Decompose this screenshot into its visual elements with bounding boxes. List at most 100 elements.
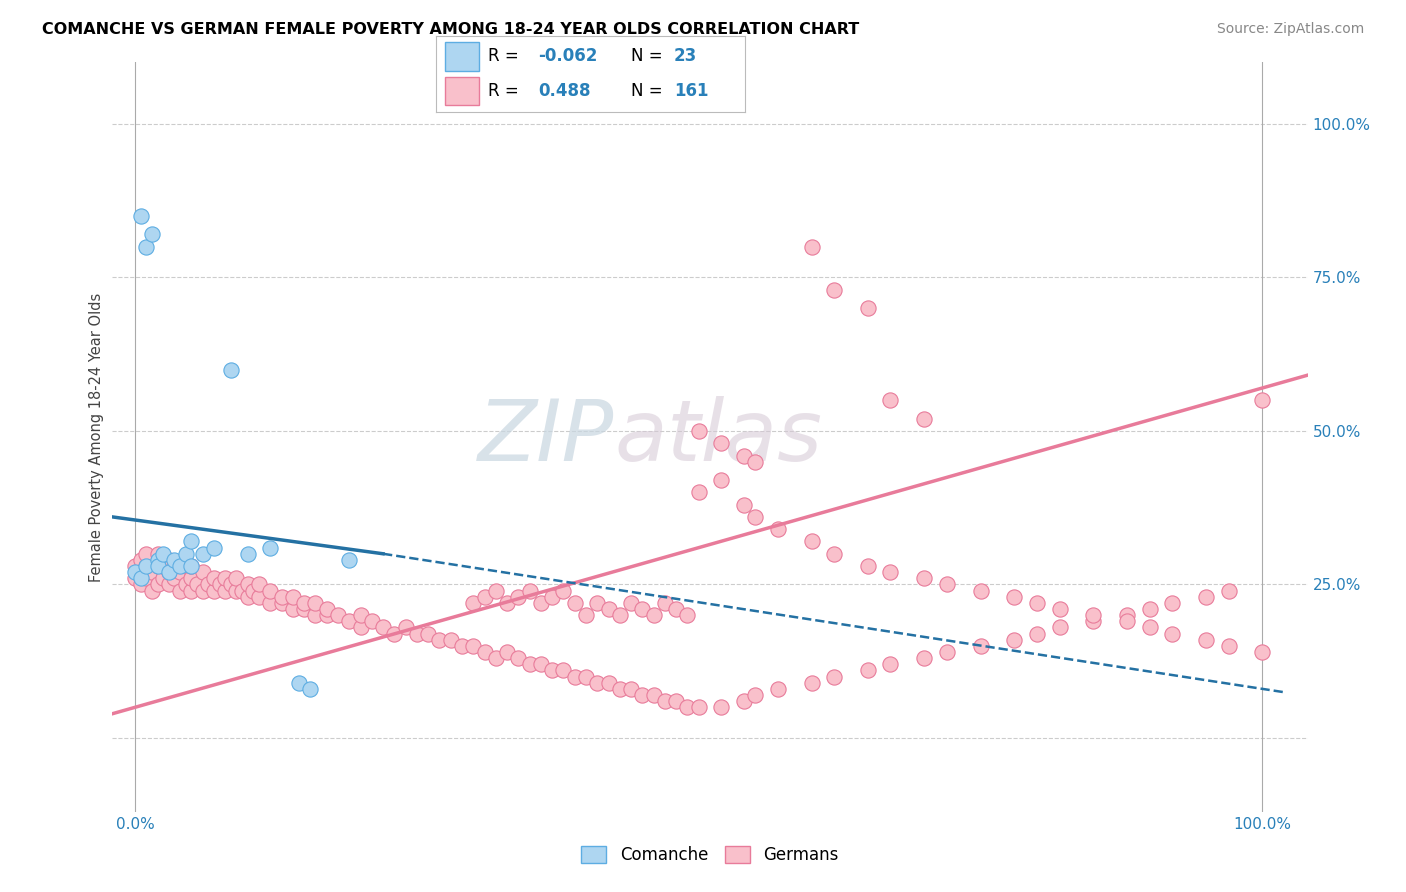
Point xyxy=(382,626,405,640)
Point xyxy=(418,626,440,640)
Text: Source: ZipAtlas.com: Source: ZipAtlas.com xyxy=(1216,22,1364,37)
Point xyxy=(214,583,236,598)
Point xyxy=(157,565,180,579)
Point xyxy=(135,559,157,574)
Point xyxy=(180,571,202,585)
Point xyxy=(337,615,360,629)
Point xyxy=(315,608,337,623)
Point xyxy=(292,596,315,610)
Point xyxy=(129,577,152,591)
Point xyxy=(766,522,789,536)
Point xyxy=(564,670,586,684)
Point xyxy=(676,608,699,623)
Point xyxy=(191,583,214,598)
Point xyxy=(202,541,225,555)
Point xyxy=(766,681,789,696)
Point xyxy=(1139,602,1161,616)
Point xyxy=(879,565,901,579)
Point xyxy=(710,700,733,714)
Point xyxy=(688,700,710,714)
Point xyxy=(202,571,225,585)
Point xyxy=(129,565,152,579)
Point xyxy=(1049,602,1071,616)
Point xyxy=(1195,590,1218,604)
Text: N =: N = xyxy=(631,47,662,65)
Point xyxy=(135,571,157,585)
Point xyxy=(1026,626,1049,640)
Point xyxy=(180,559,202,574)
Point xyxy=(744,455,766,469)
Point xyxy=(129,209,152,223)
Point xyxy=(688,485,710,500)
Point xyxy=(508,590,530,604)
Point xyxy=(1195,632,1218,647)
Point xyxy=(349,620,371,634)
Point xyxy=(146,577,169,591)
Bar xyxy=(446,42,479,70)
Point xyxy=(1218,583,1240,598)
Point xyxy=(688,424,710,438)
Point xyxy=(202,583,225,598)
Point xyxy=(643,608,665,623)
Point xyxy=(474,590,496,604)
Point xyxy=(124,559,146,574)
Point xyxy=(186,577,208,591)
Point xyxy=(440,632,463,647)
Point xyxy=(508,651,530,665)
Point xyxy=(631,602,654,616)
Point xyxy=(856,664,879,678)
Point xyxy=(135,547,157,561)
Point xyxy=(141,565,163,579)
Point xyxy=(519,583,541,598)
Point xyxy=(270,590,292,604)
Point xyxy=(474,645,496,659)
Point xyxy=(152,547,174,561)
Point xyxy=(219,577,242,591)
Point xyxy=(124,565,146,579)
Point xyxy=(1139,620,1161,634)
Point xyxy=(174,559,197,574)
Point xyxy=(665,602,688,616)
Point xyxy=(146,559,169,574)
Point xyxy=(665,694,688,708)
Point xyxy=(541,664,564,678)
Point xyxy=(620,681,643,696)
Point xyxy=(654,694,676,708)
Point xyxy=(157,565,180,579)
Point xyxy=(135,559,157,574)
Point xyxy=(598,602,620,616)
Point xyxy=(394,620,416,634)
Point xyxy=(969,639,991,653)
Point xyxy=(856,301,879,315)
Point xyxy=(564,596,586,610)
Point xyxy=(157,577,180,591)
Text: 0.488: 0.488 xyxy=(538,82,591,100)
Point xyxy=(152,559,174,574)
Point xyxy=(631,688,654,702)
Point xyxy=(298,681,321,696)
Point xyxy=(236,590,259,604)
Point xyxy=(586,596,609,610)
Bar xyxy=(446,77,479,105)
Point xyxy=(643,688,665,702)
Point xyxy=(586,675,609,690)
Point xyxy=(174,577,197,591)
Point xyxy=(191,565,214,579)
Point xyxy=(744,688,766,702)
Point xyxy=(744,510,766,524)
Point xyxy=(856,559,879,574)
Point xyxy=(152,571,174,585)
Point xyxy=(733,498,755,512)
Point xyxy=(225,571,247,585)
Point xyxy=(710,473,733,487)
Point xyxy=(129,553,152,567)
Point xyxy=(406,626,429,640)
Point xyxy=(169,565,191,579)
Point xyxy=(1251,645,1274,659)
Point xyxy=(879,657,901,672)
Point xyxy=(141,227,163,242)
Point xyxy=(141,583,163,598)
Point xyxy=(157,553,180,567)
Point xyxy=(496,645,519,659)
Text: N =: N = xyxy=(631,82,662,100)
